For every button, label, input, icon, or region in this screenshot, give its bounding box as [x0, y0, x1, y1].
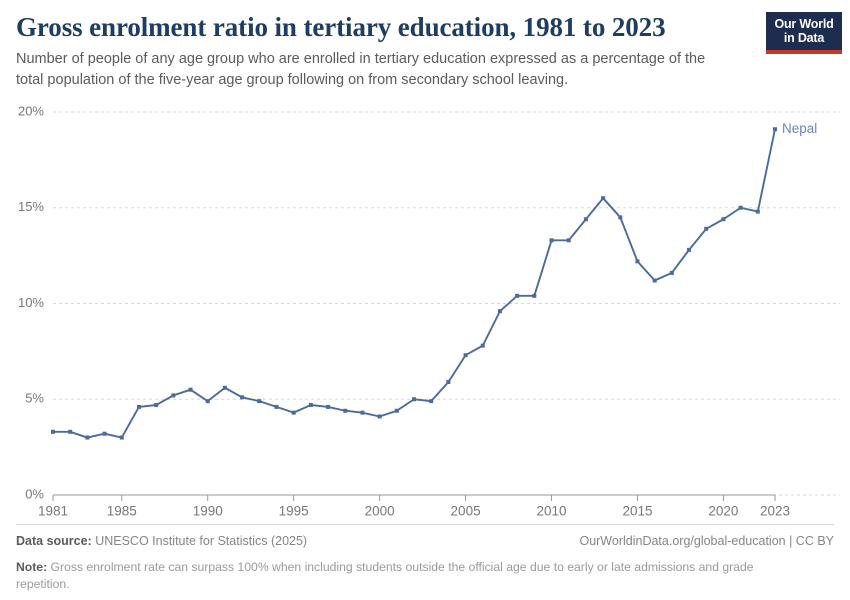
data-point[interactable] [85, 435, 90, 440]
data-point[interactable] [532, 293, 537, 298]
data-series[interactable] [51, 127, 777, 440]
y-axis-tick-label: 20% [18, 103, 44, 118]
x-axis-tick-label: 2020 [708, 504, 738, 519]
footer-divider [16, 524, 834, 525]
data-point[interactable] [205, 399, 210, 404]
y-axis-tick-label: 0% [25, 486, 44, 501]
data-point[interactable] [497, 309, 502, 314]
chart-plot-area: 0% 5% 10% 15% 20% 1981 1985 1990 1995 2000 2005 20… [0, 100, 850, 520]
data-point[interactable] [412, 397, 416, 402]
data-point[interactable] [171, 393, 176, 398]
data-point[interactable] [51, 429, 55, 434]
x-axis-tick-label: 2000 [365, 504, 395, 519]
data-point[interactable] [154, 403, 159, 407]
data-point[interactable] [652, 278, 657, 283]
data-source-text: UNESCO Institute for Statistics (2025) [91, 534, 308, 548]
x-axis-tick-label: 2015 [622, 504, 652, 519]
x-axis-tick-label: 1990 [193, 504, 223, 519]
attribution-link[interactable]: OurWorldinData.org/global-education | CC… [579, 534, 834, 548]
data-point[interactable] [274, 404, 279, 409]
data-point[interactable] [618, 215, 623, 220]
data-point[interactable] [738, 205, 743, 210]
owid-logo-line1: Our World [774, 17, 834, 31]
data-point[interactable] [394, 408, 399, 413]
data-point[interactable] [136, 404, 141, 409]
x-axis-tick-label: 2023 [760, 504, 790, 519]
data-point[interactable] [222, 385, 227, 390]
data-point[interactable] [68, 429, 73, 434]
y-axis-tick-label: 10% [18, 295, 44, 310]
chart-header: Gross enrolment ratio in tertiary educat… [16, 12, 766, 90]
data-point[interactable] [635, 259, 640, 264]
data-point[interactable] [429, 399, 434, 404]
data-point[interactable] [721, 217, 726, 222]
data-point[interactable] [583, 217, 588, 222]
page-title: Gross enrolment ratio in tertiary educat… [16, 12, 666, 42]
data-point[interactable] [446, 380, 451, 385]
series-end-labels: Nepal [782, 121, 817, 136]
data-source-label: Data source: [16, 534, 92, 548]
data-point[interactable] [102, 431, 107, 436]
x-axis [52, 494, 776, 501]
data-point[interactable] [515, 293, 520, 298]
data-point[interactable] [480, 343, 485, 348]
data-point[interactable] [291, 410, 296, 415]
series-line-nepal[interactable] [52, 128, 776, 439]
x-axis-tick-labels: 1981 1985 1990 1995 2000 2005 2010 2015 2020 2023 [38, 504, 790, 519]
x-axis-tick-label: 1985 [107, 504, 137, 519]
chart-subtitle: Number of people of any age group who ar… [16, 51, 706, 88]
data-point[interactable] [601, 196, 606, 201]
gridlines [53, 111, 840, 496]
owid-logo-line2: in Data [783, 31, 825, 46]
line-chart[interactable]: 0% 5% 10% 15% 20% 1981 1985 1990 1995 2000 2005 20… [0, 100, 850, 520]
data-point[interactable] [240, 395, 245, 400]
data-point[interactable] [755, 209, 760, 214]
series-label-nepal: Nepal [782, 121, 817, 136]
data-point[interactable] [704, 226, 709, 231]
footer-note-label: Note: [16, 559, 48, 574]
y-axis-tick-labels: 0% 5% 10% 15% 20% [18, 103, 44, 501]
footer-note-text: Gross enrolment rate can surpass 100% wh… [16, 559, 754, 592]
footer-note: Note: Gross enrolment rate can surpass 1… [16, 559, 806, 594]
data-point[interactable] [360, 410, 365, 415]
data-point[interactable] [343, 408, 348, 413]
data-point[interactable] [773, 127, 777, 132]
data-point[interactable] [669, 270, 674, 275]
data-point[interactable] [687, 247, 692, 252]
owid-logo[interactable]: Our World in Data [766, 12, 842, 54]
chart-footer: Data source: UNESCO Institute for Statis… [16, 524, 834, 594]
data-point[interactable] [377, 414, 382, 419]
data-point[interactable] [308, 403, 313, 407]
x-axis-tick-label: 1995 [279, 504, 309, 519]
y-axis-tick-label: 5% [25, 391, 44, 406]
x-axis-tick-label: 1981 [38, 504, 68, 519]
data-point[interactable] [566, 238, 571, 243]
data-point[interactable] [257, 399, 262, 404]
x-axis-tick-label: 2010 [537, 504, 567, 519]
x-axis-tick-label: 2005 [451, 504, 481, 519]
footer-source-row: Data source: UNESCO Institute for Statis… [16, 533, 834, 550]
data-point[interactable] [119, 435, 124, 440]
data-point[interactable] [326, 404, 331, 409]
data-point[interactable] [549, 238, 554, 243]
data-point[interactable] [463, 353, 468, 358]
data-point[interactable] [188, 387, 193, 392]
data-source: Data source: UNESCO Institute for Statis… [16, 533, 307, 550]
y-axis-tick-label: 15% [18, 199, 44, 214]
